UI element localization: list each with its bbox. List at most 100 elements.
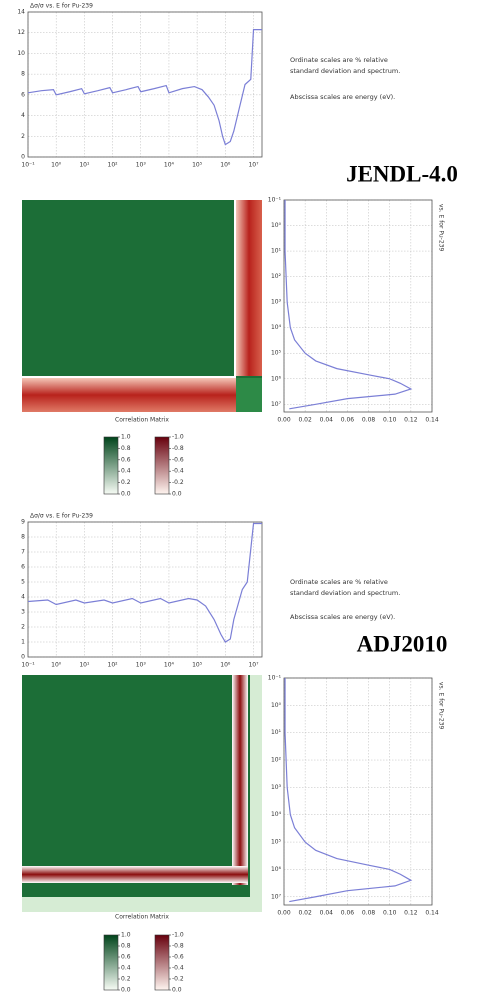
matrix-label: Correlation Matrix xyxy=(115,914,169,921)
y-tick-label: 8 xyxy=(21,534,25,541)
dataset-label: ADJ2010 xyxy=(357,631,448,656)
y-tick-label: 10⁶ xyxy=(271,866,282,873)
x-tick-label: 10³ xyxy=(136,662,147,669)
y-tick-label: 14 xyxy=(17,9,25,16)
y-tick-label: 12 xyxy=(17,29,25,36)
y-tick-label: 10⁵ xyxy=(271,839,282,846)
x-tick-label: 10⁰ xyxy=(51,662,62,669)
y-tick-label: 10⁰ xyxy=(271,702,282,709)
correlation-matrix xyxy=(22,675,262,912)
note: Abscissa scales are energy (eV). xyxy=(290,93,395,101)
plot-frame xyxy=(283,199,433,413)
y-tick-label: 10⁶ xyxy=(271,375,282,382)
x-tick-label: 0.02 xyxy=(298,417,312,424)
x-tick-label: 10⁶ xyxy=(220,662,231,669)
dataset-label: JENDL-4.0 xyxy=(346,161,458,186)
colorbar-tick-label: -0.8 xyxy=(172,445,184,452)
colorbar-tick-label: 0.0 xyxy=(121,987,131,994)
y-tick-label: 10⁻¹ xyxy=(268,675,282,682)
uncertainty-line xyxy=(27,522,262,643)
y-tick-label: 6 xyxy=(21,564,25,571)
x-tick-label: 10¹ xyxy=(79,162,90,169)
y-tick-label: 3 xyxy=(21,609,25,616)
colorbar-tick-label: 0.6 xyxy=(121,456,131,463)
colorbar-tick-label: -0.4 xyxy=(172,965,184,972)
x-tick-label: 10² xyxy=(108,162,119,169)
note: standard deviation and spectrum. xyxy=(290,589,400,597)
y-tick-label: 4 xyxy=(21,112,25,119)
x-tick-label: 0.12 xyxy=(404,910,418,917)
colorbar xyxy=(154,436,170,495)
matrix-label: Correlation Matrix xyxy=(115,417,169,424)
chart-title: Δσ/σ vs. E for Pu-239 xyxy=(30,3,93,10)
colorbar-tick-label: -0.6 xyxy=(172,456,184,463)
colorbar-tick-label: -0.8 xyxy=(172,943,184,950)
colorbar-tick-label: 0.0 xyxy=(121,491,131,498)
y-tick-label: 10³ xyxy=(271,784,282,791)
colorbar-tick-label: 0.6 xyxy=(121,954,131,961)
colorbar-tick-label: -0.4 xyxy=(172,468,184,475)
colorbar-tick-label: -0.2 xyxy=(172,976,184,983)
x-tick-label: 10² xyxy=(108,662,119,669)
chart-title: vs. E for Pu-239 xyxy=(438,204,445,251)
y-tick-label: 10⁵ xyxy=(271,350,282,357)
x-tick-label: 0.00 xyxy=(277,417,291,424)
plot-frame xyxy=(283,677,433,906)
y-tick-label: 2 xyxy=(21,133,25,140)
uncertainty-line xyxy=(27,29,262,146)
y-tick-label: 10¹ xyxy=(271,729,282,736)
colorbar-tick-label: -0.6 xyxy=(172,954,184,961)
x-tick-label: 10⁵ xyxy=(192,162,203,169)
x-tick-label: 0.08 xyxy=(362,910,376,917)
note: Ordinate scales are % relative xyxy=(290,56,388,64)
colorbar-tick-label: -0.2 xyxy=(172,479,184,486)
y-tick-label: 4 xyxy=(21,594,25,601)
y-tick-label: 1 xyxy=(21,639,25,646)
y-tick-label: 10¹ xyxy=(271,248,282,255)
x-tick-label: 10⁷ xyxy=(248,662,259,669)
note: standard deviation and spectrum. xyxy=(290,67,400,75)
y-tick-label: 8 xyxy=(21,71,25,78)
y-tick-label: 10⁻¹ xyxy=(268,197,282,204)
y-tick-label: 10² xyxy=(271,273,282,280)
y-tick-label: 9 xyxy=(21,519,25,526)
x-tick-label: 10⁴ xyxy=(164,162,175,169)
y-tick-label: 10⁴ xyxy=(271,324,282,331)
x-tick-label: 0.04 xyxy=(320,417,334,424)
x-tick-label: 10⁴ xyxy=(164,662,175,669)
y-tick-label: 10⁷ xyxy=(271,893,282,900)
colorbar xyxy=(154,934,170,991)
x-tick-label: 10⁻¹ xyxy=(21,162,35,169)
y-tick-label: 0 xyxy=(21,154,25,161)
colorbar-tick-label: 0.4 xyxy=(121,468,131,475)
colorbar-tick-label: 0.2 xyxy=(121,479,131,486)
y-tick-label: 10 xyxy=(17,50,25,57)
note: Abscissa scales are energy (eV). xyxy=(290,613,395,621)
y-tick-label: 0 xyxy=(21,654,25,661)
plot-frame xyxy=(27,11,263,158)
colorbar-tick-label: 0.4 xyxy=(121,965,131,972)
x-tick-label: 0.10 xyxy=(383,910,397,917)
colorbar-tick-label: -1.0 xyxy=(172,932,184,939)
x-tick-label: 0.12 xyxy=(404,417,418,424)
colorbar xyxy=(103,436,119,495)
x-tick-label: 10⁵ xyxy=(192,662,203,669)
chart-title: Δσ/σ vs. E for Pu-239 xyxy=(30,513,93,520)
x-tick-label: 0.00 xyxy=(277,910,291,917)
spectrum-line xyxy=(284,200,413,410)
colorbar-tick-label: 0.8 xyxy=(121,943,131,950)
y-tick-label: 7 xyxy=(21,549,25,556)
y-tick-label: 10⁰ xyxy=(271,222,282,229)
y-tick-label: 10⁷ xyxy=(271,401,282,408)
correlation-matrix xyxy=(22,200,262,412)
y-tick-label: 10³ xyxy=(271,299,282,306)
x-tick-label: 0.10 xyxy=(383,417,397,424)
plot-frame xyxy=(27,521,263,658)
x-tick-label: 10⁻¹ xyxy=(21,662,35,669)
colorbar-tick-label: -1.0 xyxy=(172,434,184,441)
y-tick-label: 2 xyxy=(21,624,25,631)
y-tick-label: 6 xyxy=(21,91,25,98)
x-tick-label: 0.06 xyxy=(341,417,355,424)
colorbar-tick-label: 0.0 xyxy=(172,491,182,498)
colorbar-tick-label: 0.2 xyxy=(121,976,131,983)
